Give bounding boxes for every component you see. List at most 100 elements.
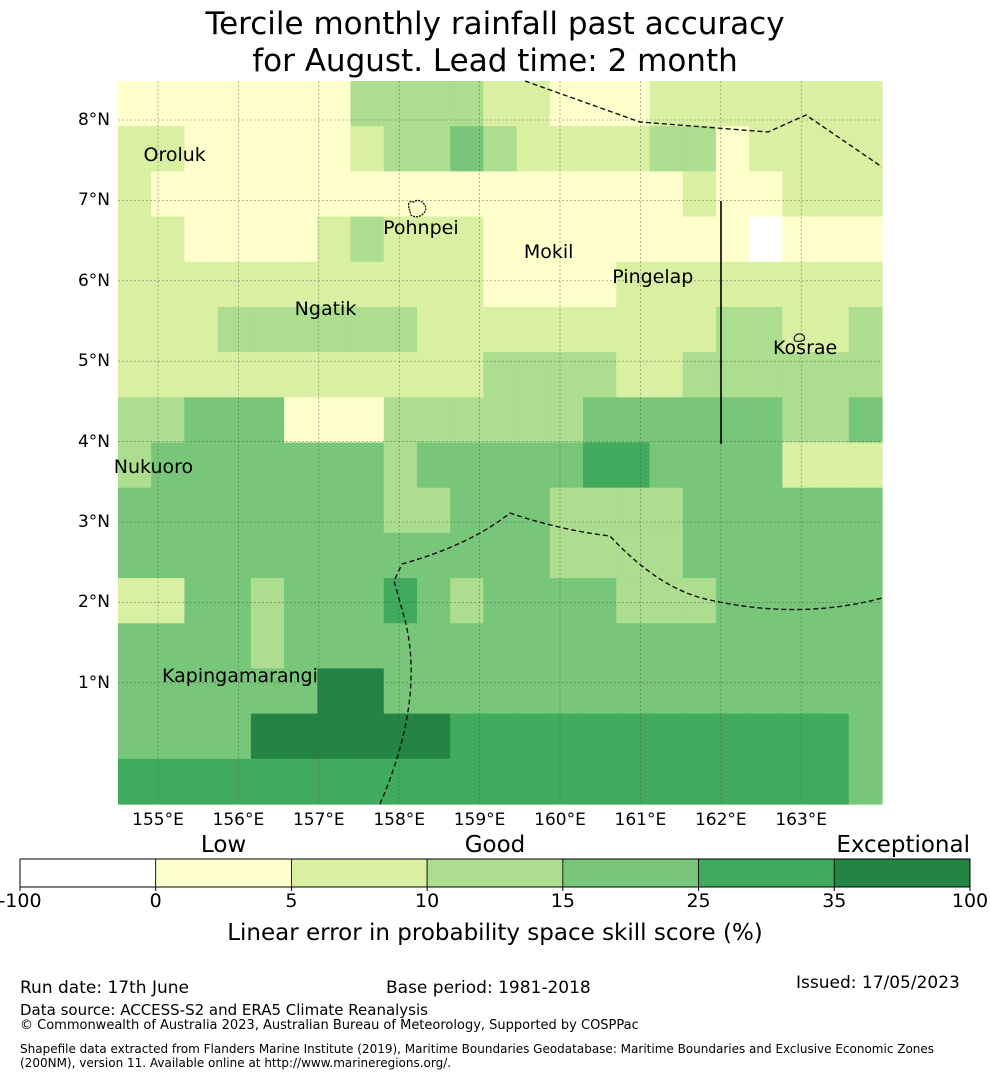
skill-cell [649,216,684,263]
eez-boundary-north [524,80,883,168]
skill-cell [815,397,850,444]
skill-cell [682,758,717,805]
colorbar-segment [562,858,699,888]
skill-cell [649,171,684,218]
skill-cell [483,261,518,308]
skill-cell [583,532,617,579]
skill-cell [516,216,551,263]
skill-cell [118,668,152,715]
skill-cell [749,442,783,489]
skill-cell [749,352,783,398]
skill-cell [616,261,651,308]
skill-cell [749,623,783,670]
colorbar-tick-label: 0 [149,890,162,912]
latitude-label: 6°N [77,270,110,291]
skill-cell [815,306,850,353]
chart-title-line-1: Tercile monthly rainfall past accuracy [205,6,785,42]
skill-cell [516,126,551,172]
skill-cell [151,487,186,534]
skill-cell [118,306,152,353]
skill-cell [782,713,817,760]
skill-cell [350,487,385,534]
skill-cell [217,713,252,760]
skill-cell [516,713,551,760]
skill-cell [616,397,651,444]
skill-cell [383,261,418,308]
skill-cell [483,623,518,670]
colorbar-tick-label: 5 [285,890,298,912]
skill-cell [184,623,219,670]
skill-cell [350,668,385,715]
run-date: Run date: 17th June [20,978,189,998]
data-source: Data source: ACCESS-S2 and ERA5 Climate … [20,1001,428,1019]
copyright: © Commonwealth of Australia 2023, Austra… [20,1018,639,1033]
colorbar-frame [19,858,971,888]
skill-cell [416,532,451,579]
skill-cell [715,623,750,670]
skill-cell [416,81,451,127]
skill-cell [616,532,651,579]
skill-cell [583,578,617,624]
skill-cell [317,623,352,670]
skill-cell [350,578,385,624]
longitude-label: 160°E [534,810,586,830]
skill-cell [715,758,750,805]
skill-cell [284,171,318,218]
skill-cell [583,126,617,172]
skill-cell [383,306,418,353]
skill-cell [317,578,352,624]
place-label-mokil: Mokil [523,240,574,263]
longitude-label: 157°E [292,810,345,830]
skill-cell [250,623,285,670]
colorbar-tick-label: 35 [822,890,847,912]
skill-cell [649,261,684,308]
skill-cell [284,487,318,534]
skill-cell [715,126,750,172]
skill-cell [649,397,684,444]
skill-cell [118,442,152,489]
skill-cell [583,397,617,444]
skill-cell [516,171,551,218]
skill-cell [749,668,783,715]
skill-cell [815,578,850,624]
skill-cell [516,81,551,127]
skill-cell [682,81,717,127]
skill-cell [583,623,617,670]
skill-cell [416,442,451,489]
skill-cell [350,532,385,579]
skill-cell [815,442,850,489]
skill-cell [217,532,252,579]
skill-cell [217,487,252,534]
colorbar-segment [19,858,157,888]
colorbar-tick-label: 100 [951,890,989,912]
skill-cell [715,668,750,715]
skill-cell [118,171,152,218]
skill-cell [217,216,252,263]
skill-cell [450,578,484,624]
colorbar-tick-label: 10 [415,890,440,912]
skill-cell [782,81,817,127]
skill-cell [848,126,883,172]
skill-cell [782,623,817,670]
skill-cell [848,713,883,760]
skill-cell [682,578,717,624]
place-label-kosrae: Kosrae [773,337,838,360]
skill-cell [782,216,817,263]
skill-cell [749,306,783,353]
skill-cell [516,306,551,353]
skill-cell [151,758,186,805]
skill-cell [250,532,285,579]
skill-cell [416,126,451,172]
skill-cell [450,261,484,308]
skill-cell [284,397,318,444]
place-label-nukuoro: Nukuoro [113,456,194,479]
skill-cell [516,487,551,534]
skill-cell [616,442,651,489]
skill-cell [151,713,186,760]
skill-cell [317,397,352,444]
skill-cell [416,306,451,353]
skill-cell [649,352,684,398]
skill-cell [151,352,186,398]
skill-cell [151,623,186,670]
colorbar-label: Linear error in probability space skill … [227,920,763,946]
